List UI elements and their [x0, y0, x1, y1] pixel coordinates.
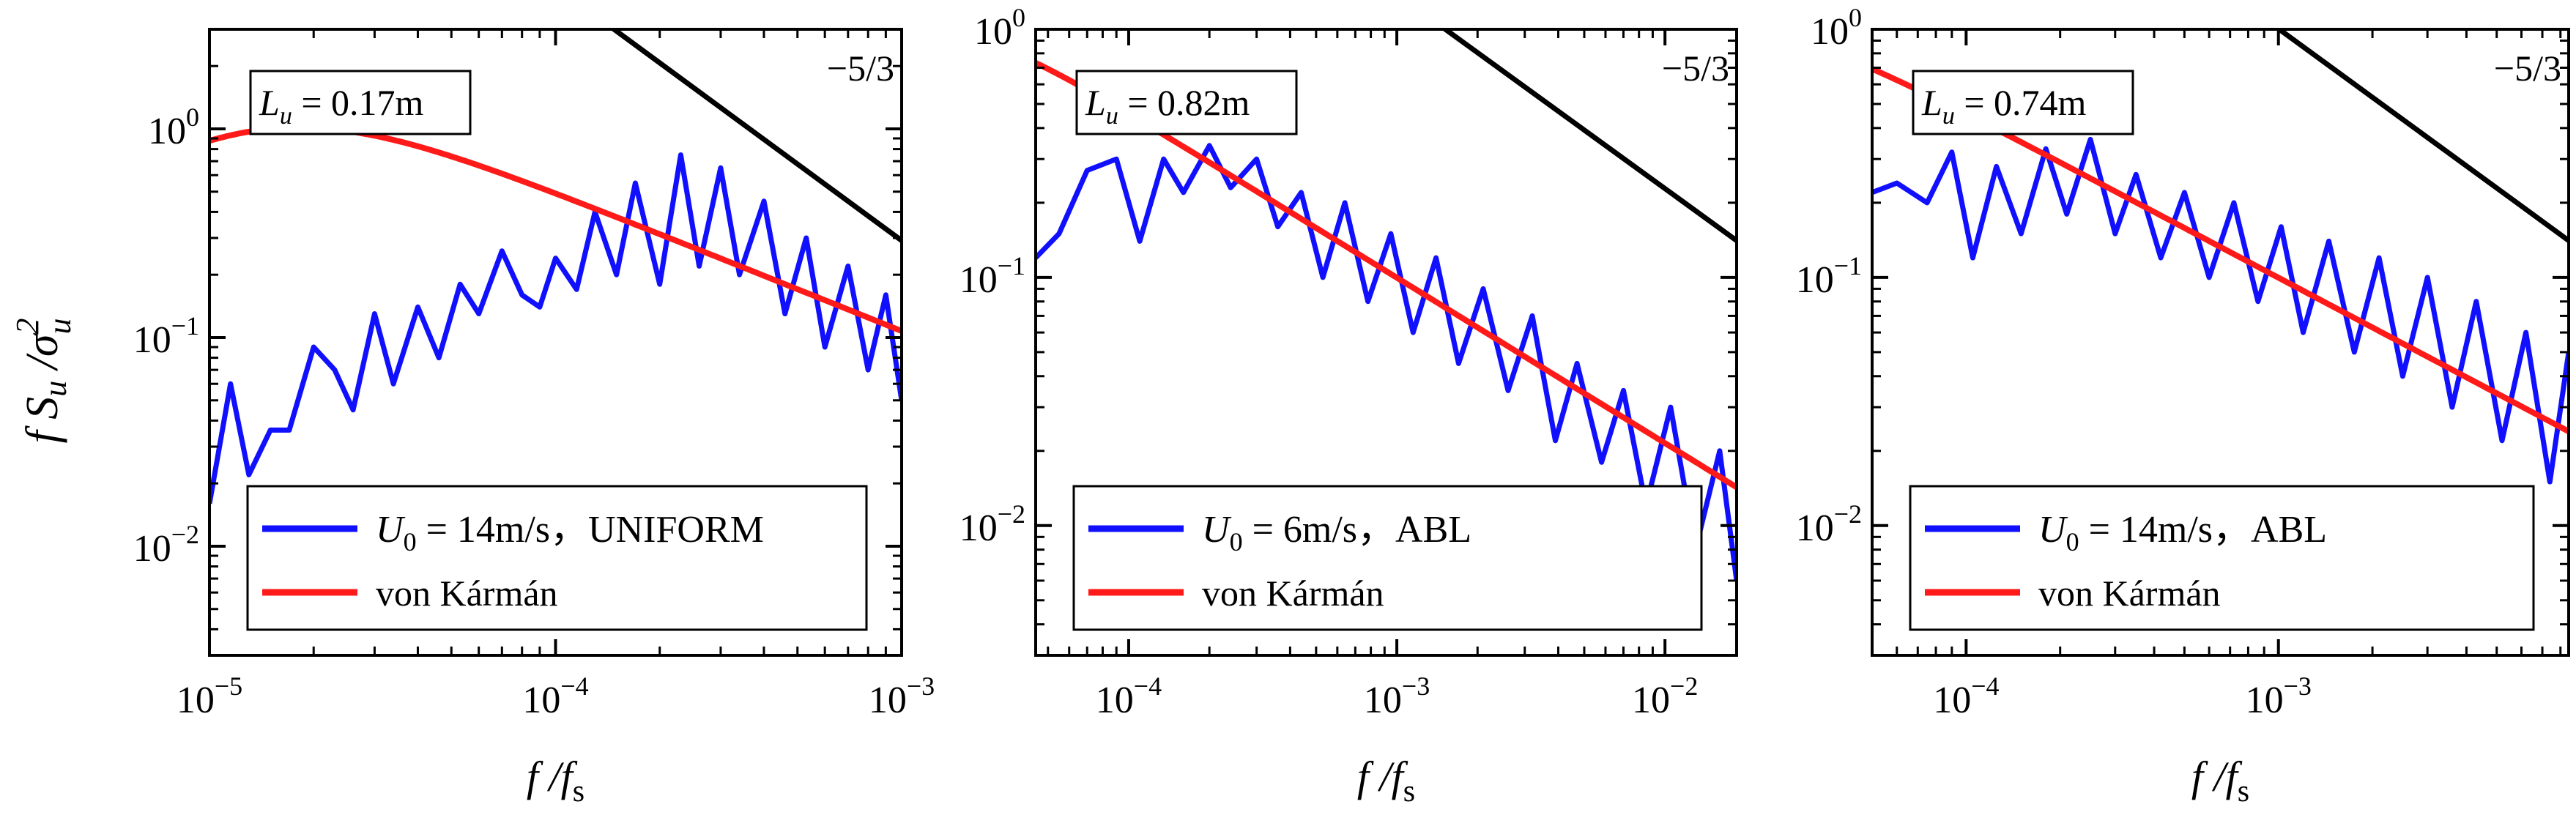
- legend-label-karman: von Kármán: [1202, 573, 1384, 614]
- y-tick-label: 10−2: [133, 520, 199, 570]
- length-scale-box: [249, 70, 472, 135]
- x-tick-label: 10−5: [177, 671, 242, 721]
- legend: [246, 485, 868, 631]
- legend-label-measured: U0 = 6m/s，ABL: [1202, 509, 1471, 556]
- y-axis-label: f Su /σ2u: [10, 318, 78, 443]
- slope-reference-line: [609, 29, 902, 244]
- length-scale-box: [1912, 70, 2134, 135]
- x-tick-label: 10−3: [2246, 671, 2312, 721]
- y-axis-label-div: /σ: [18, 332, 67, 381]
- length-scale-label: Lu = 0.74m: [1921, 82, 2087, 130]
- slope-reference-line: [2274, 29, 2569, 244]
- y-tick-label: 100: [1811, 3, 1862, 53]
- chart-panel-left: −5/3 10−5 10−4 10−3 10−2 10−1 100 f /fs Lu = 0.1…: [133, 28, 935, 808]
- y-tick-label: 10−1: [959, 251, 1025, 301]
- x-tick-label: 10−3: [1364, 671, 1430, 721]
- length-scale-box: [1075, 70, 1298, 135]
- x-axis-label: f /fs: [1357, 753, 1415, 808]
- slope-label: −5/3: [1662, 48, 1729, 89]
- legend: [1072, 485, 1703, 631]
- slope-label: −5/3: [827, 48, 894, 89]
- y-axis-label-sub: u: [37, 381, 73, 397]
- y-axis-label-sup: 2: [10, 318, 45, 334]
- series-line-measured: [1872, 136, 2569, 485]
- axes-frame: [1034, 28, 1738, 657]
- y-tick-label: 10−2: [1796, 499, 1862, 549]
- y-axis-label-main: f S: [18, 397, 67, 444]
- x-axis-label: f /fs: [527, 753, 584, 808]
- legend-label-karman: von Kármán: [376, 573, 558, 614]
- series-line-measured: [209, 152, 902, 504]
- y-tick-label: 10−1: [133, 311, 199, 361]
- x-tick-label: 10−2: [1632, 671, 1698, 721]
- x-axis-label: f /fs: [2191, 753, 2249, 808]
- length-scale-label: Lu = 0.17m: [259, 82, 424, 130]
- chart-panel-right: −5/3 10−4 10−3 10−2 10−1 100 f /fs Lu = 0.74m U0…: [1796, 3, 2570, 808]
- x-tick-label: 10−4: [522, 671, 588, 721]
- length-scale-label: Lu = 0.82m: [1085, 82, 1250, 130]
- axes-frame: [1871, 28, 2570, 657]
- y-tick-label: 100: [148, 103, 199, 152]
- x-tick-label: 10−4: [1933, 671, 1999, 721]
- x-tick-label: 10−4: [1096, 671, 1162, 721]
- y-tick-label: 10−1: [1796, 251, 1862, 301]
- legend: [1909, 485, 2535, 631]
- chart-panel-middle: −5/3 10−4 10−3 10−2 10−2 10−1 100 f /fs Lu = 0.8…: [959, 3, 1738, 808]
- x-tick-label: 10−3: [869, 671, 935, 721]
- legend-label-karman: von Kármán: [2038, 573, 2221, 614]
- legend-label-measured: U0 = 14m/s，ABL: [2038, 509, 2327, 556]
- y-tick-label: 10−2: [959, 499, 1025, 549]
- legend-label-measured: U0 = 14m/s，UNIFORM: [376, 509, 764, 556]
- series-line-von-karman: [209, 124, 902, 334]
- y-tick-label: 100: [974, 3, 1025, 53]
- slope-label: −5/3: [2494, 48, 2561, 89]
- y-axis-label-sub2: u: [42, 318, 78, 334]
- slope-reference-line: [1441, 29, 1737, 244]
